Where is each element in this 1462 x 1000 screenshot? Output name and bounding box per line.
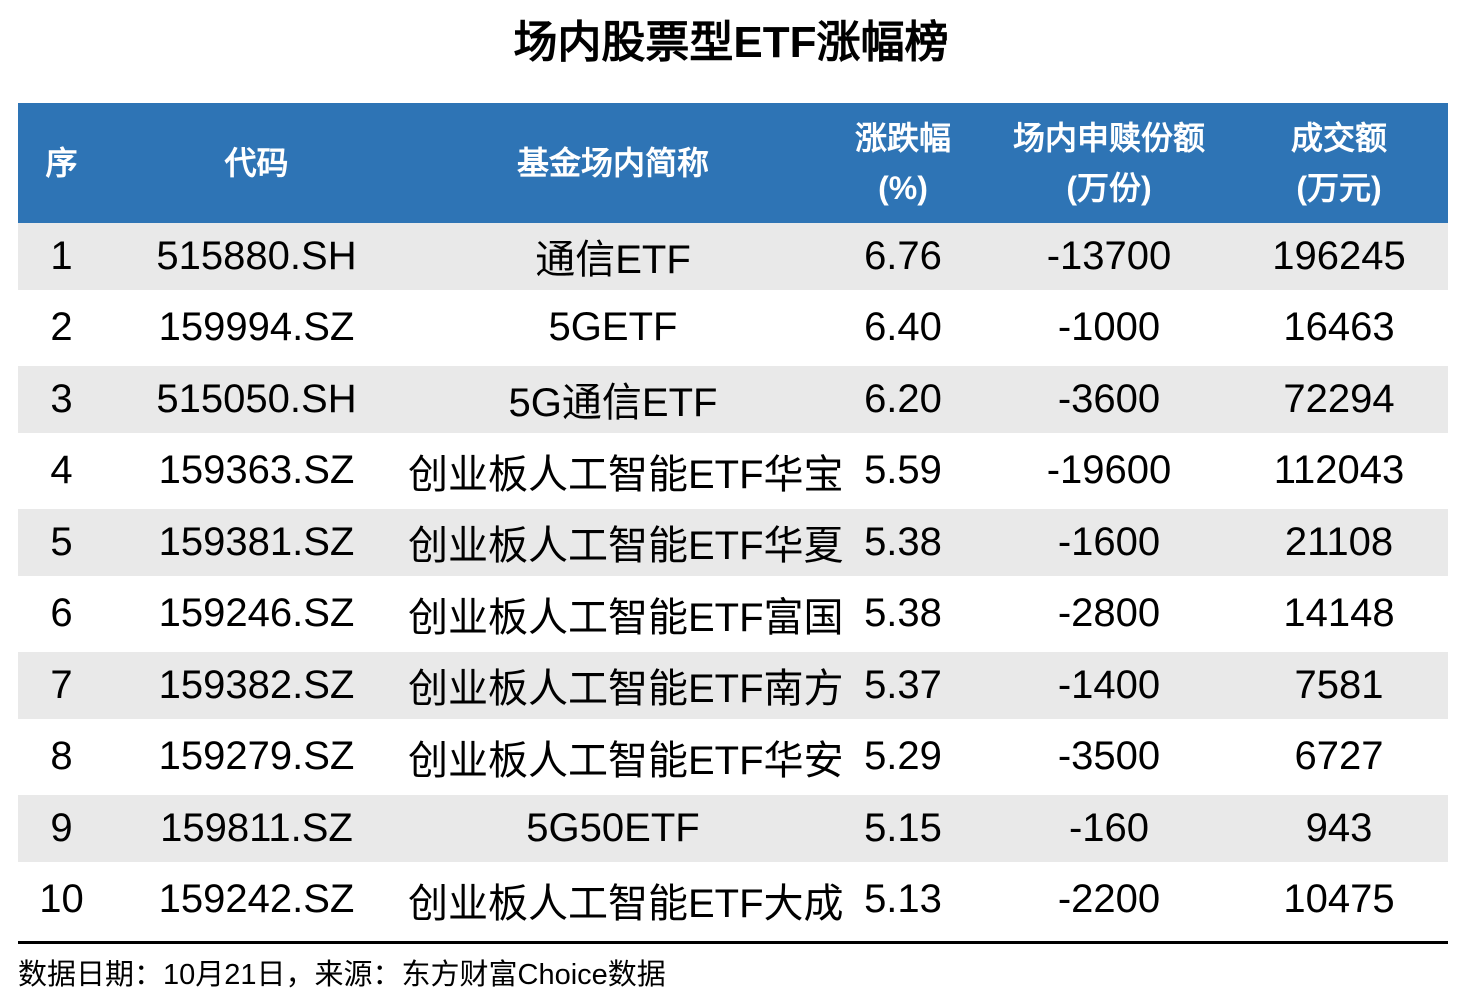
column-header-seq: 序	[18, 103, 105, 223]
cell-seq: 4	[18, 437, 105, 509]
cell-code: 159279.SZ	[105, 723, 408, 795]
cell-flow_10k: -1600	[988, 509, 1230, 581]
cell-turnover_10k: 72294	[1230, 366, 1448, 438]
cell-turnover_10k: 112043	[1230, 437, 1448, 509]
cell-seq: 2	[18, 294, 105, 366]
cell-seq: 6	[18, 580, 105, 652]
cell-change_pct: 5.37	[818, 652, 988, 724]
table-row: 3 515050.SH 5G通信ETF 6.20 -3600 72294	[18, 366, 1448, 438]
cell-change_pct: 5.15	[818, 795, 988, 867]
cell-change_pct: 5.38	[818, 509, 988, 581]
table-row: 1 515880.SH 通信ETF 6.76 -13700 196245	[18, 223, 1448, 295]
cell-change_pct: 5.38	[818, 580, 988, 652]
cell-name: 5GETF	[408, 294, 818, 366]
cell-flow_10k: -160	[988, 795, 1230, 867]
cell-seq: 3	[18, 366, 105, 438]
cell-change_pct: 6.20	[818, 366, 988, 438]
cell-seq: 1	[18, 223, 105, 295]
cell-flow_10k: -13700	[988, 223, 1230, 295]
cell-code: 159246.SZ	[105, 580, 408, 652]
cell-code: 159382.SZ	[105, 652, 408, 724]
cell-flow_10k: -3600	[988, 366, 1230, 438]
cell-flow_10k: -2800	[988, 580, 1230, 652]
cell-change_pct: 5.59	[818, 437, 988, 509]
column-header-line1: 基金场内简称	[516, 145, 709, 181]
cell-turnover_10k: 943	[1230, 795, 1448, 867]
cell-name: 创业板人工智能ETF富国	[408, 580, 844, 652]
cell-name: 创业板人工智能ETF华夏	[408, 509, 844, 581]
cell-name: 通信ETF	[408, 223, 818, 295]
column-header-name: 基金场内简称	[408, 103, 818, 223]
cell-name: 创业板人工智能ETF南方	[408, 652, 844, 724]
cell-turnover_10k: 21108	[1230, 509, 1448, 581]
cell-code: 159242.SZ	[105, 866, 408, 938]
cell-name: 5G通信ETF	[408, 366, 818, 438]
etf-ranking-table: 序 代码 基金场内简称 涨跌幅 (%) 场内申赎份额 (万份) 成交额 (万元) 1 515880…	[18, 103, 1448, 938]
column-header-line1: 场内申赎份额	[1012, 120, 1205, 156]
cell-change_pct: 5.29	[818, 723, 988, 795]
cell-change_pct: 6.40	[818, 294, 988, 366]
cell-code: 159811.SZ	[105, 795, 408, 867]
cell-change_pct: 6.76	[818, 223, 988, 295]
column-header-line1: 成交额	[1290, 120, 1387, 156]
cell-seq: 5	[18, 509, 105, 581]
column-header-line2: (万份)	[1066, 170, 1152, 206]
cell-name: 创业板人工智能ETF大成	[408, 866, 844, 938]
table-row: 5 159381.SZ 创业板人工智能ETF华夏 5.38 -1600 21108	[18, 509, 1448, 581]
cell-flow_10k: -1400	[988, 652, 1230, 724]
data-source-note: 数据日期：10月21日，来源：东方财富Choice数据	[18, 941, 1448, 993]
cell-turnover_10k: 14148	[1230, 580, 1448, 652]
table-body: 1 515880.SH 通信ETF 6.76 -13700 196245 2 159994.S…	[18, 223, 1448, 938]
cell-name: 创业板人工智能ETF华安	[408, 723, 844, 795]
cell-flow_10k: -3500	[988, 723, 1230, 795]
column-header-line2: (%)	[878, 170, 928, 206]
column-header-flow_10k: 场内申赎份额 (万份)	[988, 103, 1230, 223]
cell-seq: 7	[18, 652, 105, 724]
cell-seq: 9	[18, 795, 105, 867]
cell-seq: 10	[18, 866, 105, 938]
table-row: 6 159246.SZ 创业板人工智能ETF富国 5.38 -2800 14148	[18, 580, 1448, 652]
page-title: 场内股票型ETF涨幅榜	[513, 18, 949, 67]
table-row: 9 159811.SZ 5G50ETF 5.15 -160 943	[18, 795, 1448, 867]
column-header-line1: 涨跌幅	[854, 120, 951, 156]
cell-name: 创业板人工智能ETF华宝	[408, 437, 844, 509]
cell-code: 515880.SH	[105, 223, 408, 295]
cell-code: 159994.SZ	[105, 294, 408, 366]
column-header-turnover_10k: 成交额 (万元)	[1230, 103, 1448, 223]
cell-name: 5G50ETF	[408, 795, 818, 867]
table-header: 序 代码 基金场内简称 涨跌幅 (%) 场内申赎份额 (万份) 成交额 (万元)	[18, 103, 1448, 223]
column-header-line2: (万元)	[1296, 170, 1382, 206]
column-header-code: 代码	[105, 103, 408, 223]
table-row: 8 159279.SZ 创业板人工智能ETF华安 5.29 -3500 6727	[18, 723, 1448, 795]
cell-turnover_10k: 10475	[1230, 866, 1448, 938]
cell-turnover_10k: 6727	[1230, 723, 1448, 795]
cell-turnover_10k: 7581	[1230, 652, 1448, 724]
cell-turnover_10k: 196245	[1230, 223, 1448, 295]
column-header-line1: 代码	[224, 145, 289, 181]
cell-turnover_10k: 16463	[1230, 294, 1448, 366]
cell-change_pct: 5.13	[818, 866, 988, 938]
table-row: 7 159382.SZ 创业板人工智能ETF南方 5.37 -1400 7581	[18, 652, 1448, 724]
cell-flow_10k: -2200	[988, 866, 1230, 938]
column-header-change_pct: 涨跌幅 (%)	[818, 103, 988, 223]
cell-flow_10k: -1000	[988, 294, 1230, 366]
table-row: 4 159363.SZ 创业板人工智能ETF华宝 5.59 -19600 112043	[18, 437, 1448, 509]
cell-seq: 8	[18, 723, 105, 795]
cell-flow_10k: -19600	[988, 437, 1230, 509]
table-row: 2 159994.SZ 5GETF 6.40 -1000 16463	[18, 294, 1448, 366]
table-row: 10 159242.SZ 创业板人工智能ETF大成 5.13 -2200 10475	[18, 866, 1448, 938]
cell-code: 159363.SZ	[105, 437, 408, 509]
cell-code: 515050.SH	[105, 366, 408, 438]
column-header-line1: 序	[45, 145, 78, 181]
cell-code: 159381.SZ	[105, 509, 408, 581]
table-header-row: 序 代码 基金场内简称 涨跌幅 (%) 场内申赎份额 (万份) 成交额 (万元)	[18, 103, 1448, 223]
